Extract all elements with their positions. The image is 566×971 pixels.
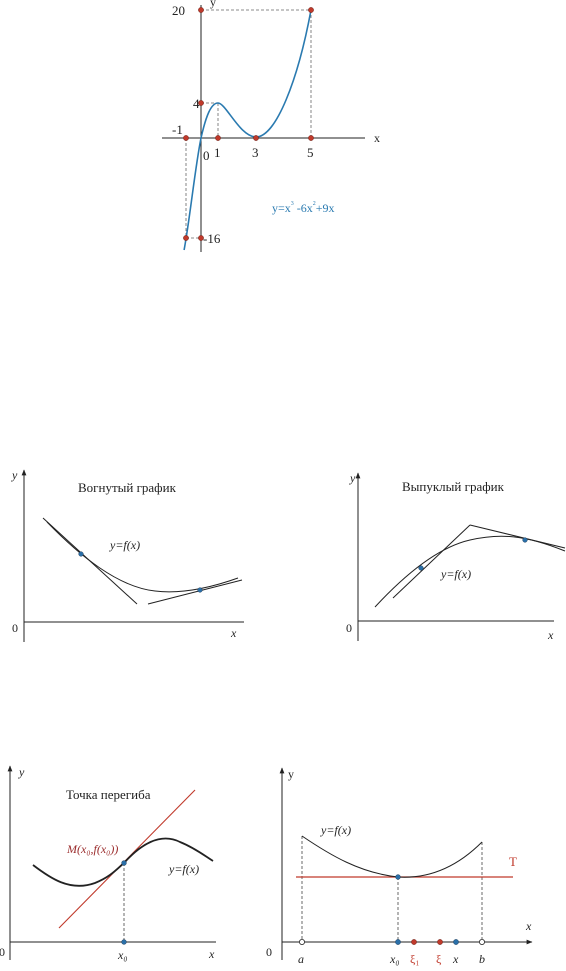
convex-y-label: y — [349, 471, 356, 485]
concave-tangent-point-left — [78, 551, 84, 557]
cubic-origin: 0 — [203, 148, 210, 163]
tick-x-3: 3 — [252, 145, 259, 160]
minimum-x-label: x — [525, 919, 532, 933]
point-x — [453, 939, 459, 945]
point-x-minus1 — [183, 135, 189, 141]
concave-tangent-left — [42, 517, 138, 605]
minimum-graph: y x 0 y=f(x) T a x₀ ξ₁ ξ x b — [266, 767, 533, 966]
minimum-curve-label: y=f(x) — [320, 823, 351, 837]
inflection-point-label: M(x₀,f(x₀)) — [66, 842, 118, 856]
inflection-y-label: y — [18, 765, 25, 779]
cubic-curve — [183, 9, 312, 251]
concave-title: Вогнутый график — [78, 480, 177, 495]
point-x0 — [395, 939, 401, 945]
concave-x-label: x — [230, 626, 237, 640]
label-b: b — [479, 952, 485, 966]
point-b — [478, 939, 485, 946]
inflection-graph: y x 0 Точка перегиба M(x₀,f(x₀)) y=f(x) … — [0, 765, 216, 962]
tick-x-5: 5 — [307, 145, 314, 160]
cubic-x-label: x — [374, 131, 380, 145]
inflection-x0-label: x₀ — [117, 948, 128, 962]
concave-y-label: y — [11, 468, 18, 482]
inflection-origin: 0 — [0, 945, 5, 959]
point-y20 — [198, 7, 204, 13]
convex-tangent-left — [392, 524, 471, 599]
label-x0: x₀ — [389, 952, 400, 966]
label-xi: ξ — [436, 952, 442, 966]
convex-tangent-point-right — [522, 537, 528, 543]
minimum-guides — [301, 836, 483, 942]
inflection-point — [121, 860, 127, 866]
tick-y-minus16: -16 — [203, 231, 221, 246]
convex-curve-label: y=f(x) — [440, 567, 471, 581]
concave-tangent-right — [147, 579, 243, 605]
point-y4 — [198, 100, 204, 106]
minimum-y-label: y — [288, 767, 294, 781]
point-x1 — [215, 135, 221, 141]
tick-y-20: 20 — [172, 3, 185, 18]
concave-curve — [46, 521, 239, 593]
minimum-curve — [301, 835, 483, 878]
point-xi — [437, 939, 443, 945]
concave-curve-label: y=f(x) — [109, 538, 140, 552]
convex-x-label: x — [547, 628, 554, 642]
point-a — [298, 939, 305, 946]
point-xi1 — [411, 939, 417, 945]
label-x: x — [452, 952, 459, 966]
cubic-equation: y=x3 -6x2+9x — [272, 201, 335, 215]
convex-tangent-right — [469, 524, 566, 549]
concave-origin: 0 — [12, 621, 18, 635]
convex-tangent-point-left — [418, 565, 424, 571]
inflection-curve-label: y=f(x) — [168, 862, 199, 876]
label-a: a — [298, 952, 304, 966]
point-x3 — [253, 135, 259, 141]
tick-x-1: 1 — [214, 145, 221, 160]
concave-graph: y x 0 Вогнутый график y=f(x) — [11, 468, 244, 642]
tick-x-minus1: -1 — [172, 122, 183, 137]
cubic-points — [183, 7, 314, 241]
inflection-x0-point — [121, 939, 127, 945]
concave-tangent-point-right — [197, 587, 203, 593]
minimum-point — [395, 874, 401, 880]
convex-graph: y x 0 Выпуклый график y=f(x) — [346, 471, 566, 642]
minimum-origin: 0 — [266, 945, 272, 959]
label-xi1: ξ₁ — [410, 952, 420, 966]
point-y-minus16 — [198, 235, 204, 241]
inflection-title: Точка перегиба — [66, 787, 151, 802]
tick-y-4: 4 — [193, 96, 200, 111]
tangent-line-T-label: T — [509, 854, 517, 869]
inflection-x-label: x — [208, 947, 215, 961]
point-min-minus1 — [183, 235, 189, 241]
point-x5 — [308, 135, 314, 141]
cubic-y-label: y — [210, 0, 216, 9]
point-max-5-20 — [308, 7, 314, 13]
cubic-graph: y x 0 -1 1 3 5 20 4 -16 y=x3 -6x2+9x — [162, 0, 380, 252]
convex-title: Выпуклый график — [402, 479, 505, 494]
convex-origin: 0 — [346, 621, 352, 635]
